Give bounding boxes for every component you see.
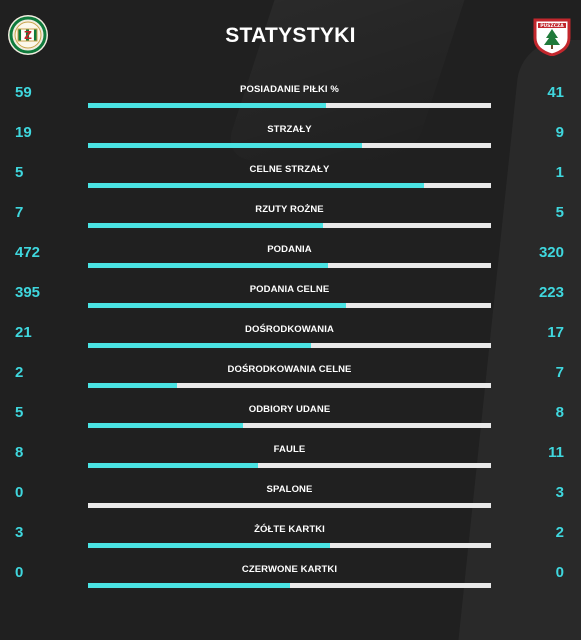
away-value: 320: [538, 244, 564, 261]
stat-bar: [88, 263, 491, 268]
away-value: 3: [555, 484, 564, 501]
home-value: 7: [15, 204, 24, 221]
stat-label: CELNE STRZAŁY: [249, 164, 330, 175]
stat-label: DOŚRODKOWANIA CELNE: [227, 364, 352, 375]
away-value: 9: [555, 124, 564, 141]
stat-label: DOŚRODKOWANIA: [245, 324, 334, 335]
stat-bar: [88, 183, 491, 188]
stat-bar-home-fill: [88, 183, 424, 188]
stat-bar-home-fill: [88, 463, 258, 468]
stat-label: ODBIORY UDANE: [248, 404, 331, 415]
away-value: 1: [555, 164, 564, 181]
home-crest-letter: Z: [24, 29, 32, 42]
stat-bar-home-fill: [88, 223, 323, 228]
home-value: 19: [15, 124, 32, 141]
away-value: 41: [547, 84, 564, 101]
stat-bar-home-fill: [88, 383, 178, 388]
stat-row: 0 CZERWONE KARTKI 0: [0, 555, 581, 595]
away-club-crest-icon: PUSZCZA: [531, 14, 573, 57]
away-value: 11: [548, 444, 564, 461]
away-value: 17: [547, 324, 564, 341]
stat-label: POSIADANIE PIŁKI %: [240, 84, 339, 95]
home-value: 3: [15, 524, 24, 541]
home-value: 472: [15, 244, 41, 261]
stat-bar: [88, 583, 491, 588]
stat-row: 2 DOŚRODKOWANIA CELNE 7: [0, 355, 581, 395]
stat-bar-home-fill: [88, 143, 362, 148]
away-value: 5: [555, 204, 564, 221]
away-value: 223: [538, 284, 564, 301]
stat-bar: [88, 463, 491, 468]
home-value: 0: [15, 564, 24, 581]
stat-bar-home-fill: [88, 303, 346, 308]
stat-row: 19 STRZAŁY 9: [0, 115, 581, 155]
stat-bar: [88, 103, 491, 108]
stat-label: PODANIA CELNE: [249, 284, 330, 295]
stat-bar-home-fill: [88, 583, 290, 588]
away-value: 8: [555, 404, 564, 421]
home-value: 2: [15, 364, 24, 381]
stat-bar-home-fill: [88, 543, 330, 548]
stat-bar-home-fill: [88, 423, 244, 428]
stat-bar: [88, 303, 491, 308]
stat-bar: [88, 503, 491, 508]
stat-bar: [88, 343, 491, 348]
home-value: 0: [15, 484, 24, 501]
away-value: 2: [555, 524, 564, 541]
stat-bar: [88, 543, 491, 548]
stat-row: 21 DOŚRODKOWANIA 17: [0, 315, 581, 355]
stats-header: Z STATYSTYKI PUSZCZA: [0, 0, 581, 75]
stat-row: 3 ŻÓŁTE KARTKI 2: [0, 515, 581, 555]
home-value: 5: [15, 404, 24, 421]
home-value: 395: [15, 284, 41, 301]
stat-label: FAULE: [273, 444, 306, 455]
home-value: 8: [15, 444, 24, 461]
stat-row: 395 PODANIA CELNE 223: [0, 275, 581, 315]
home-club-crest-icon: Z: [7, 14, 49, 56]
stat-bar-home-fill: [88, 103, 326, 108]
home-value: 5: [15, 164, 24, 181]
stat-label: PODANIA: [267, 244, 312, 255]
stat-label: ŻÓŁTE KARTKI: [254, 524, 325, 535]
stat-label: SPALONE: [266, 484, 313, 495]
stat-label: RZUTY ROŻNE: [255, 204, 324, 215]
stat-bar: [88, 423, 491, 428]
stat-row: 7 RZUTY ROŻNE 5: [0, 195, 581, 235]
away-crest-text: PUSZCZA: [540, 23, 564, 29]
stat-bar-home-fill: [88, 343, 311, 348]
stat-row: 8 FAULE 11: [0, 435, 581, 475]
stat-bar-home-fill: [88, 263, 329, 268]
stat-bar: [88, 383, 491, 388]
stat-label: STRZAŁY: [267, 124, 312, 135]
stat-bar: [88, 143, 491, 148]
stats-list: 59 POSIADANIE PIŁKI % 41 19 STRZAŁY 9 5 CELNE S…: [0, 75, 581, 595]
away-value: 7: [555, 364, 564, 381]
stat-row: 472 PODANIA 320: [0, 235, 581, 275]
stat-row: 59 POSIADANIE PIŁKI % 41: [0, 75, 581, 115]
stat-row: 5 ODBIORY UDANE 8: [0, 395, 581, 435]
stat-row: 5 CELNE STRZAŁY 1: [0, 155, 581, 195]
home-value: 21: [15, 324, 32, 341]
stat-label: CZERWONE KARTKI: [241, 564, 338, 575]
stat-bar: [88, 223, 491, 228]
away-value: 0: [555, 564, 564, 581]
home-value: 59: [15, 84, 32, 101]
stat-row: 0 SPALONE 3: [0, 475, 581, 515]
page-title: STATYSTYKI: [225, 24, 356, 47]
